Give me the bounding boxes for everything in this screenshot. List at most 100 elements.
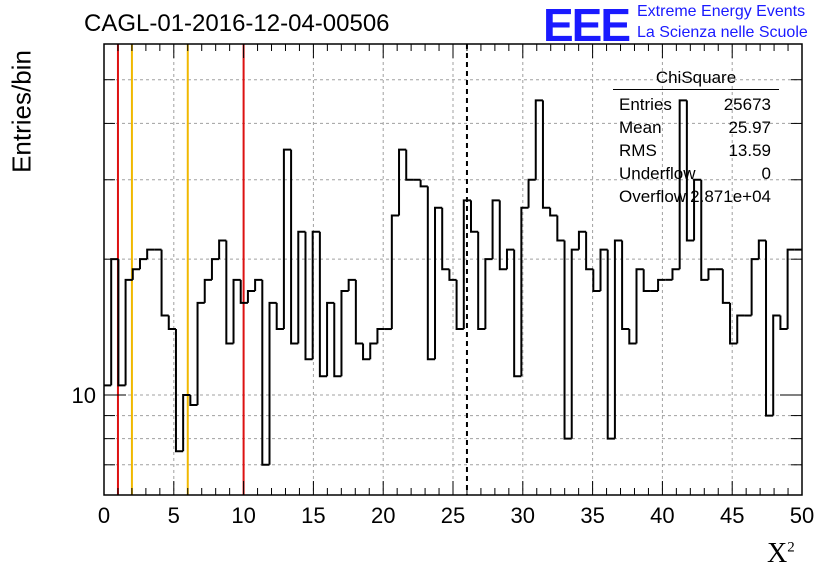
y-tick-label: 10 bbox=[72, 383, 96, 408]
stats-row-mean: Mean 25.97 bbox=[613, 116, 779, 139]
histogram-bin bbox=[585, 231, 594, 271]
logo-line-2: La Scienza nelle Scuole bbox=[637, 24, 808, 41]
stats-row-overflow: Overflow 2.871e+04 bbox=[613, 185, 779, 208]
histogram-bin bbox=[505, 248, 515, 270]
histogram-bin bbox=[534, 99, 543, 180]
histogram-bin bbox=[124, 278, 133, 386]
stats-row-entries: Entries 25673 bbox=[613, 93, 779, 116]
histogram-bin bbox=[549, 207, 558, 217]
histogram-bin bbox=[621, 240, 630, 331]
histogram-bin bbox=[138, 258, 148, 270]
histogram-bin bbox=[333, 302, 342, 378]
histogram-bin bbox=[513, 249, 522, 378]
stats-label: Entries bbox=[619, 95, 672, 114]
stats-value: 2.871e+04 bbox=[690, 187, 771, 206]
histogram-bin bbox=[167, 315, 176, 331]
histogram-bin bbox=[772, 314, 781, 416]
histogram-bin bbox=[498, 200, 507, 271]
histogram-bin bbox=[678, 99, 687, 270]
histogram-bin bbox=[117, 259, 126, 387]
histogram-bin bbox=[347, 278, 356, 292]
histogram-bin bbox=[340, 290, 349, 377]
histogram-bin bbox=[642, 269, 651, 293]
histogram-bin bbox=[628, 329, 637, 345]
stats-label: Mean bbox=[619, 118, 662, 137]
stats-row-underflow: Underflow 0 bbox=[613, 162, 779, 185]
histogram-bin bbox=[326, 301, 335, 377]
stats-row-rms: RMS 13.59 bbox=[613, 139, 779, 162]
chart-title: CAGL-01-2016-12-04-00506 bbox=[84, 10, 390, 37]
histogram-bin bbox=[268, 301, 277, 465]
histogram-bin bbox=[297, 230, 306, 344]
histogram-bin bbox=[721, 269, 731, 304]
histogram-bin bbox=[160, 249, 169, 317]
histogram-bin bbox=[469, 200, 479, 233]
x-tick-label: 30 bbox=[511, 503, 535, 528]
stats-label: RMS bbox=[619, 141, 657, 160]
histogram-bin bbox=[577, 230, 587, 250]
stats-box: ChiSquare Entries 25673 Mean 25.97 RMS 1… bbox=[613, 68, 779, 208]
x-tick-label: 40 bbox=[650, 503, 674, 528]
histogram-bin bbox=[275, 302, 284, 331]
histogram-bin bbox=[354, 279, 364, 345]
histogram-bin bbox=[693, 178, 702, 241]
histogram-bin bbox=[541, 100, 551, 209]
histogram-bin bbox=[491, 199, 500, 260]
stats-label: Overflow bbox=[619, 187, 687, 206]
stats-value: 0 bbox=[761, 164, 771, 183]
x-tick-label: 45 bbox=[720, 503, 744, 528]
histogram-bin bbox=[434, 206, 443, 360]
histogram-bin bbox=[196, 301, 205, 405]
histogram-bin bbox=[563, 240, 572, 440]
histogram-bin bbox=[527, 178, 536, 208]
x-tick-label: 5 bbox=[168, 503, 180, 528]
x-tick-label: 25 bbox=[441, 503, 465, 528]
histogram-bin bbox=[225, 240, 234, 345]
histogram-bin bbox=[779, 315, 788, 331]
x-tick-label: 20 bbox=[371, 503, 395, 528]
histogram-bin bbox=[455, 279, 464, 331]
histogram-bin bbox=[599, 248, 608, 292]
histogram-bin bbox=[671, 268, 680, 280]
histogram-bin bbox=[556, 215, 565, 242]
histogram-bin bbox=[729, 302, 738, 345]
stats-value: 13.59 bbox=[728, 141, 771, 160]
histogram-bin bbox=[232, 278, 241, 344]
histogram-bin bbox=[218, 239, 227, 260]
x-tick-label: 15 bbox=[301, 503, 325, 528]
histogram-bin bbox=[657, 278, 666, 292]
histogram-bin bbox=[246, 290, 256, 303]
histogram-bin bbox=[426, 186, 436, 361]
histogram-bin bbox=[736, 314, 745, 344]
histogram-bin bbox=[210, 258, 220, 280]
histogram-bin bbox=[448, 269, 457, 281]
stats-title: ChiSquare bbox=[613, 68, 779, 90]
stats-label: Underflow bbox=[619, 164, 696, 183]
histogram-bin bbox=[707, 268, 716, 280]
histogram-bin bbox=[254, 278, 263, 292]
histogram-bin bbox=[390, 214, 400, 330]
histogram-bin bbox=[441, 207, 450, 271]
histogram-bin bbox=[592, 269, 601, 293]
histogram-bin bbox=[477, 231, 486, 331]
stats-value: 25673 bbox=[723, 95, 771, 114]
histogram-bin bbox=[146, 248, 155, 260]
x-axis-label: X2 bbox=[767, 538, 795, 569]
histogram-bin bbox=[362, 343, 371, 361]
histogram-bin bbox=[700, 179, 709, 281]
histogram-bin bbox=[613, 239, 623, 439]
histogram-bin bbox=[189, 394, 198, 406]
histogram-bin bbox=[606, 249, 615, 440]
histogram-bin bbox=[376, 328, 385, 344]
histogram-bin bbox=[570, 248, 579, 439]
x-tick-label: 35 bbox=[580, 503, 604, 528]
histogram-bin bbox=[318, 231, 328, 378]
histogram-bin bbox=[182, 393, 191, 452]
eee-logo: EEE bbox=[543, 0, 631, 51]
histogram-bin bbox=[520, 206, 529, 377]
histogram-bin bbox=[405, 149, 414, 181]
histogram-bin bbox=[282, 148, 292, 330]
histogram-bin bbox=[484, 258, 493, 330]
